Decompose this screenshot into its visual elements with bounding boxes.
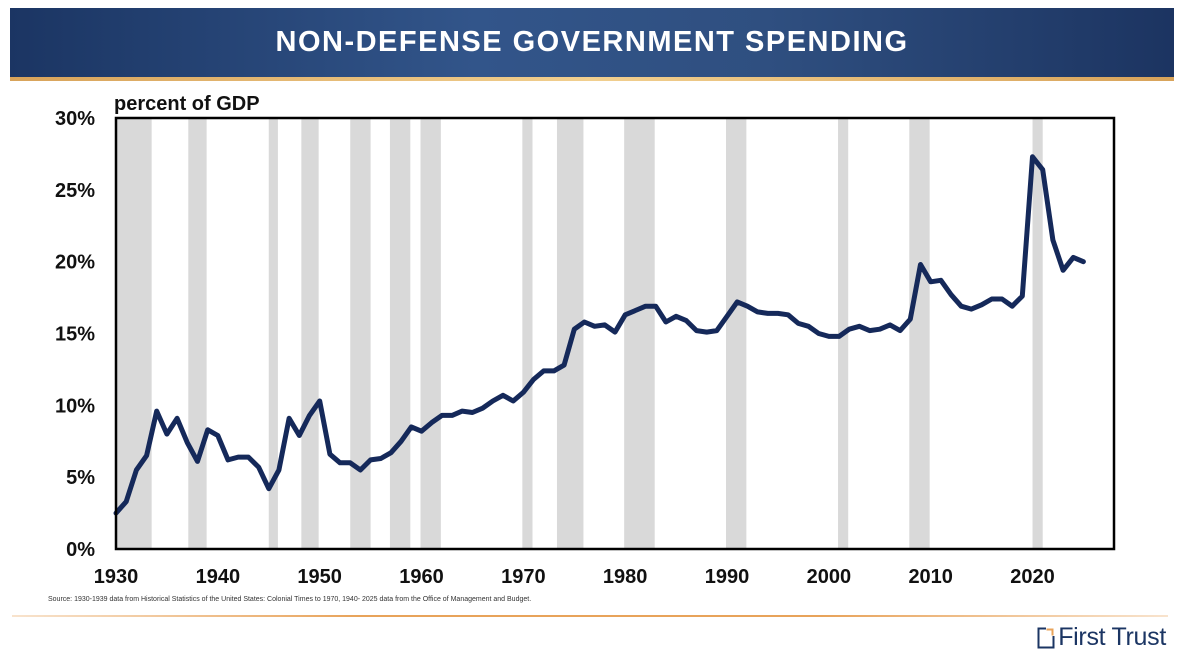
- logo-text: First Trust: [1058, 623, 1166, 651]
- x-tick-label: 2000: [807, 566, 852, 588]
- recession-band: [1032, 118, 1043, 549]
- banner-accent-rule: [10, 77, 1174, 81]
- recession-band: [268, 118, 278, 549]
- x-tick-label: 1980: [603, 566, 648, 588]
- y-axis-label: percent of GDP: [114, 93, 260, 115]
- recession-band: [350, 118, 371, 549]
- recession-band: [188, 118, 207, 549]
- recession-band: [624, 118, 655, 549]
- chart: percent of GDP 0%5%10%15%20%25%30% 1930 1…: [55, 93, 1116, 588]
- source-note: Source: 1930-1939 data from Historical S…: [48, 596, 532, 603]
- recession-band: [556, 118, 584, 549]
- title-banner: NON-DEFENSE GOVERNMENT SPENDING: [10, 8, 1174, 77]
- y-axis-ticks: 0% 5% 10% 15% 20% 25% 30%: [55, 108, 95, 561]
- y-tick-label: 15%: [55, 324, 95, 346]
- x-tick-label: 1950: [297, 566, 342, 588]
- series-line: [113, 154, 1086, 516]
- y-tick-label: 10%: [55, 395, 95, 417]
- logo-bracket-icon: [1037, 626, 1056, 648]
- x-axis-ticks: 1930 1940 1950 1960 1970 1980 1990 2000 2010 2020: [94, 566, 1055, 588]
- x-tick-label: 2010: [908, 566, 953, 588]
- footer-rule: [12, 615, 1168, 617]
- recession-band: [389, 118, 411, 549]
- y-tick-label: 25%: [55, 180, 95, 202]
- x-tick-label: 1940: [196, 566, 241, 588]
- y-tick-label: 30%: [55, 108, 95, 130]
- x-tick-label: 1990: [705, 566, 750, 588]
- x-tick-label: 1970: [501, 566, 546, 588]
- x-tick-label: 2020: [1010, 566, 1055, 588]
- recession-band: [522, 118, 533, 549]
- chart-title: NON-DEFENSE GOVERNMENT SPENDING: [275, 26, 909, 58]
- recession-band: [301, 118, 319, 549]
- first-trust-logo: First Trust: [1037, 623, 1166, 652]
- recession-band: [909, 118, 930, 549]
- plot-frame: [114, 116, 1116, 551]
- recession-bands: [116, 118, 1043, 549]
- x-tick-label: 1960: [399, 566, 444, 588]
- y-tick-label: 0%: [66, 539, 95, 561]
- x-tick-label: 1930: [94, 566, 139, 588]
- recession-band: [726, 118, 747, 549]
- y-tick-label: 5%: [66, 467, 95, 489]
- y-tick-label: 20%: [55, 252, 95, 274]
- recession-band: [420, 118, 441, 549]
